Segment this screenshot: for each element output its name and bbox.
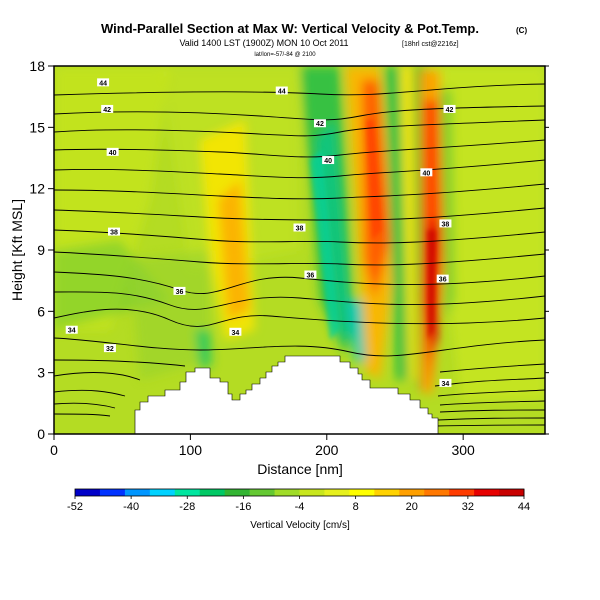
colorbar-swatch	[424, 489, 450, 496]
colorbar-tick-label: -4	[295, 501, 305, 513]
colorbar-tick-label: -28	[179, 501, 195, 513]
contour-label-bg	[229, 327, 242, 336]
contour-label-bg	[101, 104, 114, 113]
contour-label-bg	[443, 104, 456, 113]
contour-label-bg	[436, 274, 449, 283]
contour-label: 42	[316, 121, 324, 128]
theta-contours	[54, 83, 545, 427]
contour-label-group: 44 44 42 42 42 40 40 40 38 38 38 36 36 36 34 34 34 32	[65, 78, 456, 388]
contour-label-bg	[108, 227, 121, 236]
terrain	[54, 355, 545, 434]
contour-label: 38	[110, 230, 118, 237]
contour-label: 34	[231, 330, 239, 337]
colorbar-tick-label: 20	[406, 501, 418, 513]
chart-title: Wind-Parallel Section at Max W: Vertical…	[101, 21, 479, 36]
contour-label-bg	[106, 147, 119, 156]
colorbar-swatch	[499, 489, 525, 496]
contour-label: 42	[446, 107, 454, 114]
chart-subtitle-tag: [18hrl cst@2216z]	[402, 41, 459, 48]
colorbar-swatch	[324, 489, 350, 496]
contour-label-bg	[322, 156, 335, 165]
colorbar-swatch	[149, 489, 176, 496]
contour-label: 40	[422, 170, 430, 177]
x-tick-label: 0	[50, 442, 58, 458]
colorbar-swatch	[374, 489, 400, 496]
colorbar-swatch	[399, 489, 425, 496]
contour-label-bg	[439, 219, 452, 228]
contour-label: 44	[99, 80, 107, 87]
y-tick-label: 18	[29, 58, 45, 74]
colorbar-swatch	[174, 489, 201, 496]
x-tick-label: 300	[451, 442, 475, 458]
contour-label: 34	[68, 328, 76, 335]
x-tick-label: 200	[315, 442, 339, 458]
y-tick-label: 15	[29, 119, 45, 135]
contour-label: 40	[324, 158, 332, 165]
contour-label: 38	[296, 226, 304, 233]
colorbar-swatch	[474, 489, 500, 496]
colorbar-tick-label: -52	[67, 501, 83, 513]
chart-subtitle-2: lat/lon=-57/-84 @ 2100	[254, 52, 316, 58]
colorbar-swatch	[75, 489, 101, 496]
contour-label: 44	[278, 89, 286, 96]
velocity-field-detail	[310, 120, 436, 340]
colorbar-ticks: -52 -40 -28 -16 -4 8 20 32 44	[67, 496, 530, 513]
y-axis-label: Height [Kft MSL]	[9, 199, 25, 301]
colorbar-tick-label: -40	[123, 501, 139, 513]
contour-label: 36	[176, 289, 184, 296]
colorbar-swatch	[124, 489, 151, 496]
colorbar-label: Vertical Velocity [cm/s]	[250, 520, 350, 531]
contour-label-bg	[293, 223, 306, 232]
y-tick-label: 6	[37, 303, 45, 319]
contour-label: 38	[442, 221, 450, 228]
y-tick-label: 3	[37, 365, 45, 381]
colorbar-tick-label: 44	[518, 501, 530, 513]
colorbar-swatch	[274, 489, 300, 496]
colorbar-tick-label: 32	[462, 501, 474, 513]
colorbar-swatch	[199, 489, 226, 496]
colorbar-swatch	[349, 489, 375, 496]
contour-label: 40	[109, 150, 117, 157]
colorbar-tick-label: 8	[353, 501, 359, 513]
y-tick-label: 12	[29, 181, 45, 197]
contour-label-bg	[313, 119, 326, 128]
chart-subtitle: Valid 1400 LST (1900Z) MON 10 Oct 2011	[179, 38, 348, 48]
colorbar-swatch	[449, 489, 475, 496]
contour-label-bg	[304, 270, 317, 279]
y-tick-label: 0	[37, 426, 45, 442]
copyright-mark: (C)	[516, 26, 527, 35]
contour-label-bg	[173, 286, 186, 295]
x-tick-label: 100	[179, 442, 203, 458]
contour-label-bg	[65, 325, 78, 334]
colorbar-swatch	[99, 489, 126, 496]
contour-label-bg	[275, 86, 288, 95]
contour-label-bg	[103, 344, 116, 353]
colorbar-swatch	[224, 489, 251, 496]
contour-label: 32	[106, 346, 114, 353]
contour-label-bg	[97, 78, 110, 87]
x-axis: 0 100 200 300	[50, 434, 475, 458]
contour-label-bg	[439, 378, 452, 387]
contour-label: 42	[103, 107, 111, 114]
colorbar	[74, 488, 525, 497]
contour-label-bg	[420, 168, 433, 177]
colorbar-tick-label: -16	[235, 501, 251, 513]
contour-label: 36	[307, 273, 315, 280]
plot-area	[54, 66, 545, 434]
x-axis-label: Distance [nm]	[257, 461, 343, 477]
contour-label: 34	[442, 381, 450, 388]
colorbar-swatch	[299, 489, 325, 496]
colorbar-swatch	[249, 489, 276, 496]
y-tick-label: 9	[37, 242, 45, 258]
contour-label: 36	[439, 277, 447, 284]
